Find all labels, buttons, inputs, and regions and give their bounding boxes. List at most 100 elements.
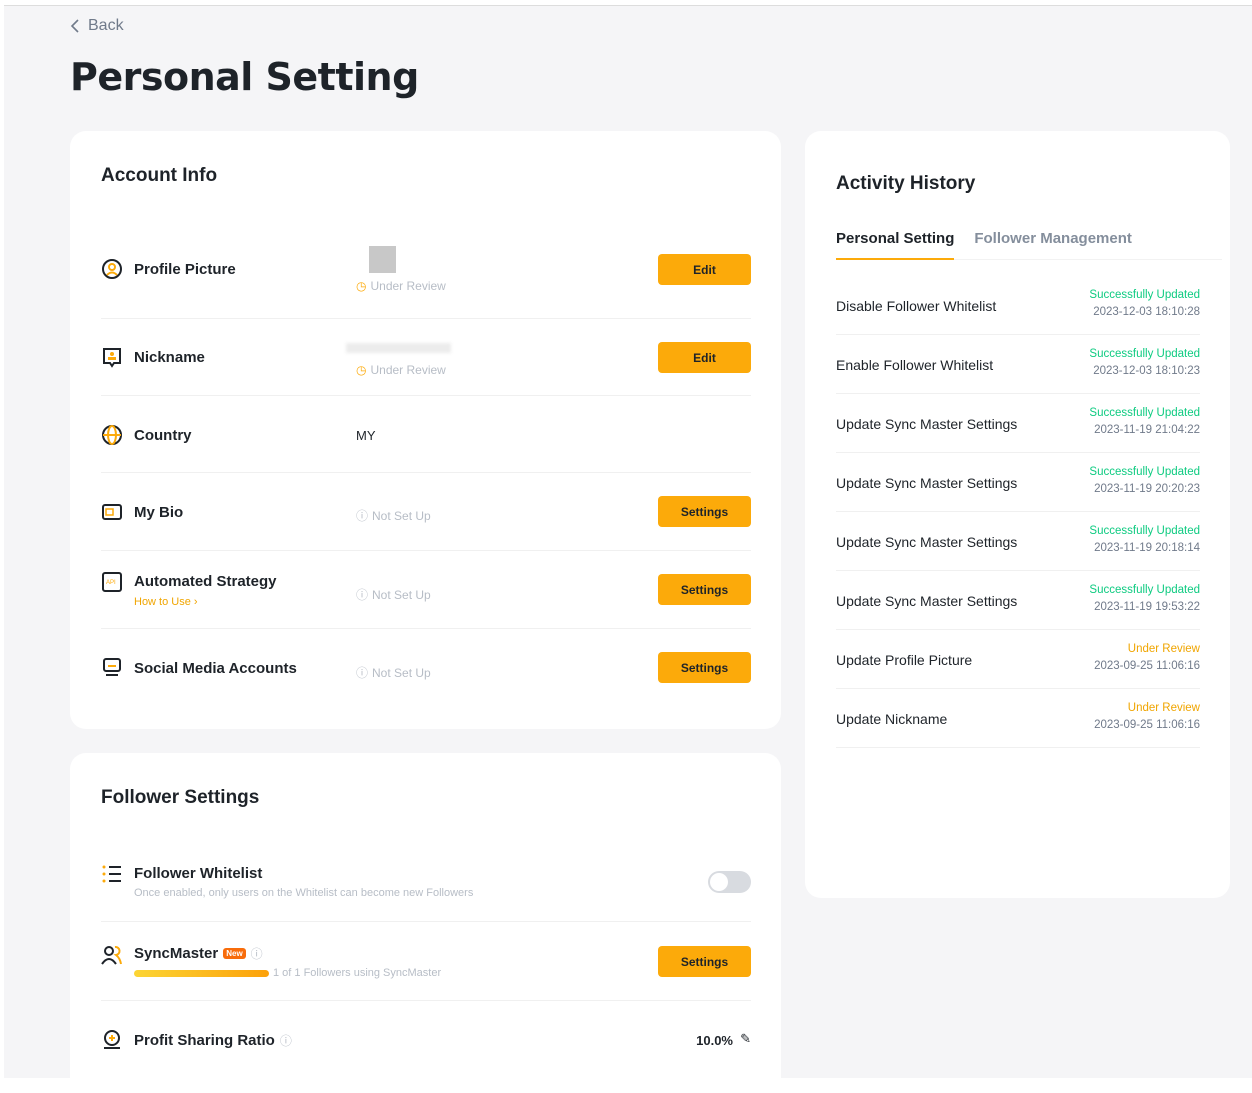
- profit-sharing-label: Profit Sharing Ratio: [134, 1032, 275, 1049]
- globe-icon: [102, 425, 122, 445]
- activity-history-card: Activity History Personal Setting Follow…: [805, 131, 1230, 898]
- country-row: Country MY: [101, 396, 751, 473]
- syncmaster-progress-fill: [134, 970, 269, 977]
- info-icon: ⓘ: [356, 588, 369, 602]
- activity-title: Update Profile Picture: [836, 652, 973, 668]
- bio-icon: [102, 504, 122, 520]
- activity-item: Disable Follower Whitelist Successfully U…: [836, 276, 1200, 335]
- syncmaster-progress-bar: [134, 970, 269, 977]
- activity-status: Successfully Updated: [1089, 525, 1200, 537]
- activity-status: Successfully Updated: [1089, 466, 1200, 478]
- profile-picture-label: Profile Picture: [134, 261, 236, 278]
- activity-item: Update Sync Master Settings Successfully …: [836, 394, 1200, 453]
- activity-title: Update Sync Master Settings: [836, 416, 1018, 432]
- activity-status: Successfully Updated: [1089, 407, 1200, 419]
- activity-title: Disable Follower Whitelist: [836, 298, 997, 314]
- profit-sharing-row: Profit Sharing Ratio ⓘ 10.0% ✎: [101, 1001, 751, 1081]
- my-bio-row: My Bio ⓘ Not Set Up Settings: [101, 473, 751, 551]
- profit-sharing-value: 10.0%: [696, 1033, 733, 1048]
- back-label: Back: [88, 17, 124, 34]
- nickname-row: Nickname ◷ Under Review Edit: [101, 319, 751, 396]
- account-info-title: Account Info: [101, 165, 218, 186]
- tab-follower-management[interactable]: Follower Management: [974, 230, 1132, 247]
- help-icon[interactable]: ⓘ: [250, 947, 263, 961]
- clock-icon: ◷: [356, 279, 367, 293]
- activity-item: Update Sync Master Settings Successfully …: [836, 512, 1200, 571]
- country-label: Country: [134, 427, 192, 444]
- follower-whitelist-description: Once enabled, only users on the Whitelis…: [134, 887, 474, 899]
- nickname-status: ◷ Under Review: [356, 363, 446, 377]
- profile-picture-row: Profile Picture ◷ Under Review Edit: [101, 237, 751, 319]
- activity-status: Successfully Updated: [1089, 348, 1200, 360]
- profit-sharing-icon: [104, 1030, 120, 1049]
- syncmaster-progress-text: 1 of 1 Followers using SyncMaster: [273, 967, 442, 979]
- activity-item: Update Nickname Under Review 2023-09-25 11…: [836, 689, 1200, 748]
- syncmaster-heading: SyncMaster New ⓘ: [134, 945, 263, 962]
- activity-item: Enable Follower Whitelist Successfully Up…: [836, 335, 1200, 394]
- new-badge: New: [223, 948, 246, 959]
- activity-date: 2023-12-03 18:10:28: [1093, 306, 1200, 318]
- syncmaster-row: SyncMaster New ⓘ 1 of 1 Followers using …: [101, 922, 751, 1001]
- my-bio-label: My Bio: [134, 504, 184, 521]
- info-icon: ⓘ: [356, 666, 369, 680]
- activity-history-title: Activity History: [836, 173, 976, 194]
- account-info-card: Account Info Profile Picture ◷ Under Revi…: [70, 131, 781, 729]
- activity-item: Update Sync Master Settings Successfully …: [836, 571, 1200, 630]
- help-icon[interactable]: ⓘ: [279, 1034, 292, 1048]
- nickname-icon: [103, 348, 121, 368]
- follower-whitelist-label: Follower Whitelist: [134, 865, 263, 882]
- tab-personal-setting[interactable]: Personal Setting: [836, 230, 955, 260]
- activity-date: 2023-09-25 11:06:16: [1094, 660, 1200, 672]
- chat-icon: [103, 658, 121, 676]
- activity-date: 2023-11-19 19:53:22: [1094, 601, 1200, 613]
- users-icon: [101, 946, 122, 965]
- activity-title: Update Sync Master Settings: [836, 593, 1018, 609]
- automated-strategy-settings-button[interactable]: Settings: [658, 574, 751, 605]
- how-to-use-link[interactable]: How to Use ›: [134, 596, 198, 608]
- api-icon: API: [102, 572, 122, 592]
- activity-date: 2023-11-19 20:18:14: [1094, 542, 1200, 554]
- profile-picture-status: ◷ Under Review: [356, 279, 446, 293]
- nickname-edit-button[interactable]: Edit: [658, 342, 751, 373]
- status-text: Under Review: [370, 279, 446, 293]
- activity-title: Update Sync Master Settings: [836, 475, 1018, 491]
- profile-picture-edit-button[interactable]: Edit: [658, 254, 751, 285]
- my-bio-status: ⓘ Not Set Up: [356, 507, 431, 524]
- status-text: Under Review: [370, 363, 446, 377]
- how-to-use-text: How to Use: [134, 596, 191, 608]
- activity-date: 2023-12-03 18:10:23: [1093, 365, 1200, 377]
- social-media-settings-button[interactable]: Settings: [658, 652, 751, 683]
- activity-tabs: Personal Setting Follower Management: [836, 230, 1222, 260]
- clock-icon: ◷: [356, 363, 367, 377]
- social-media-row: Social Media Accounts ⓘ Not Set Up Settin…: [101, 629, 751, 707]
- my-bio-settings-button[interactable]: Settings: [658, 496, 751, 527]
- activity-date: 2023-11-19 21:04:22: [1094, 424, 1200, 436]
- activity-date: 2023-11-19 20:20:23: [1094, 483, 1200, 495]
- activity-title: Update Sync Master Settings: [836, 534, 1018, 550]
- activity-title: Update Nickname: [836, 711, 948, 727]
- follower-whitelist-row: Follower Whitelist Once enabled, only us…: [101, 851, 751, 922]
- syncmaster-label: SyncMaster: [134, 945, 219, 962]
- chevron-left-icon: [70, 19, 79, 33]
- social-media-label: Social Media Accounts: [134, 660, 297, 677]
- status-text: Not Set Up: [372, 665, 431, 680]
- syncmaster-settings-button[interactable]: Settings: [658, 946, 751, 977]
- list-icon: [102, 865, 121, 883]
- activity-title: Enable Follower Whitelist: [836, 357, 994, 373]
- activity-item: Update Sync Master Settings Successfully …: [836, 453, 1200, 512]
- follower-whitelist-toggle[interactable]: [708, 871, 751, 893]
- automated-strategy-status: ⓘ Not Set Up: [356, 586, 431, 603]
- edit-pencil-icon[interactable]: ✎: [740, 1031, 751, 1046]
- automated-strategy-row: API Automated Strategy How to Use › ⓘ Not…: [101, 551, 751, 629]
- nickname-value-blurred: [346, 343, 451, 353]
- activity-status: Under Review: [1127, 702, 1200, 714]
- profile-picture-icon: [102, 259, 122, 279]
- back-link[interactable]: Back: [70, 17, 124, 35]
- profile-picture-thumbnail: [369, 246, 396, 273]
- follower-settings-card: Follower Settings Follower Whitelist Onc…: [70, 753, 781, 1093]
- country-value: MY: [356, 428, 376, 443]
- activity-date: 2023-09-25 11:06:16: [1094, 719, 1200, 731]
- svg-text:API: API: [106, 580, 116, 586]
- automated-strategy-label: Automated Strategy: [134, 573, 277, 590]
- status-text: Not Set Up: [372, 508, 431, 523]
